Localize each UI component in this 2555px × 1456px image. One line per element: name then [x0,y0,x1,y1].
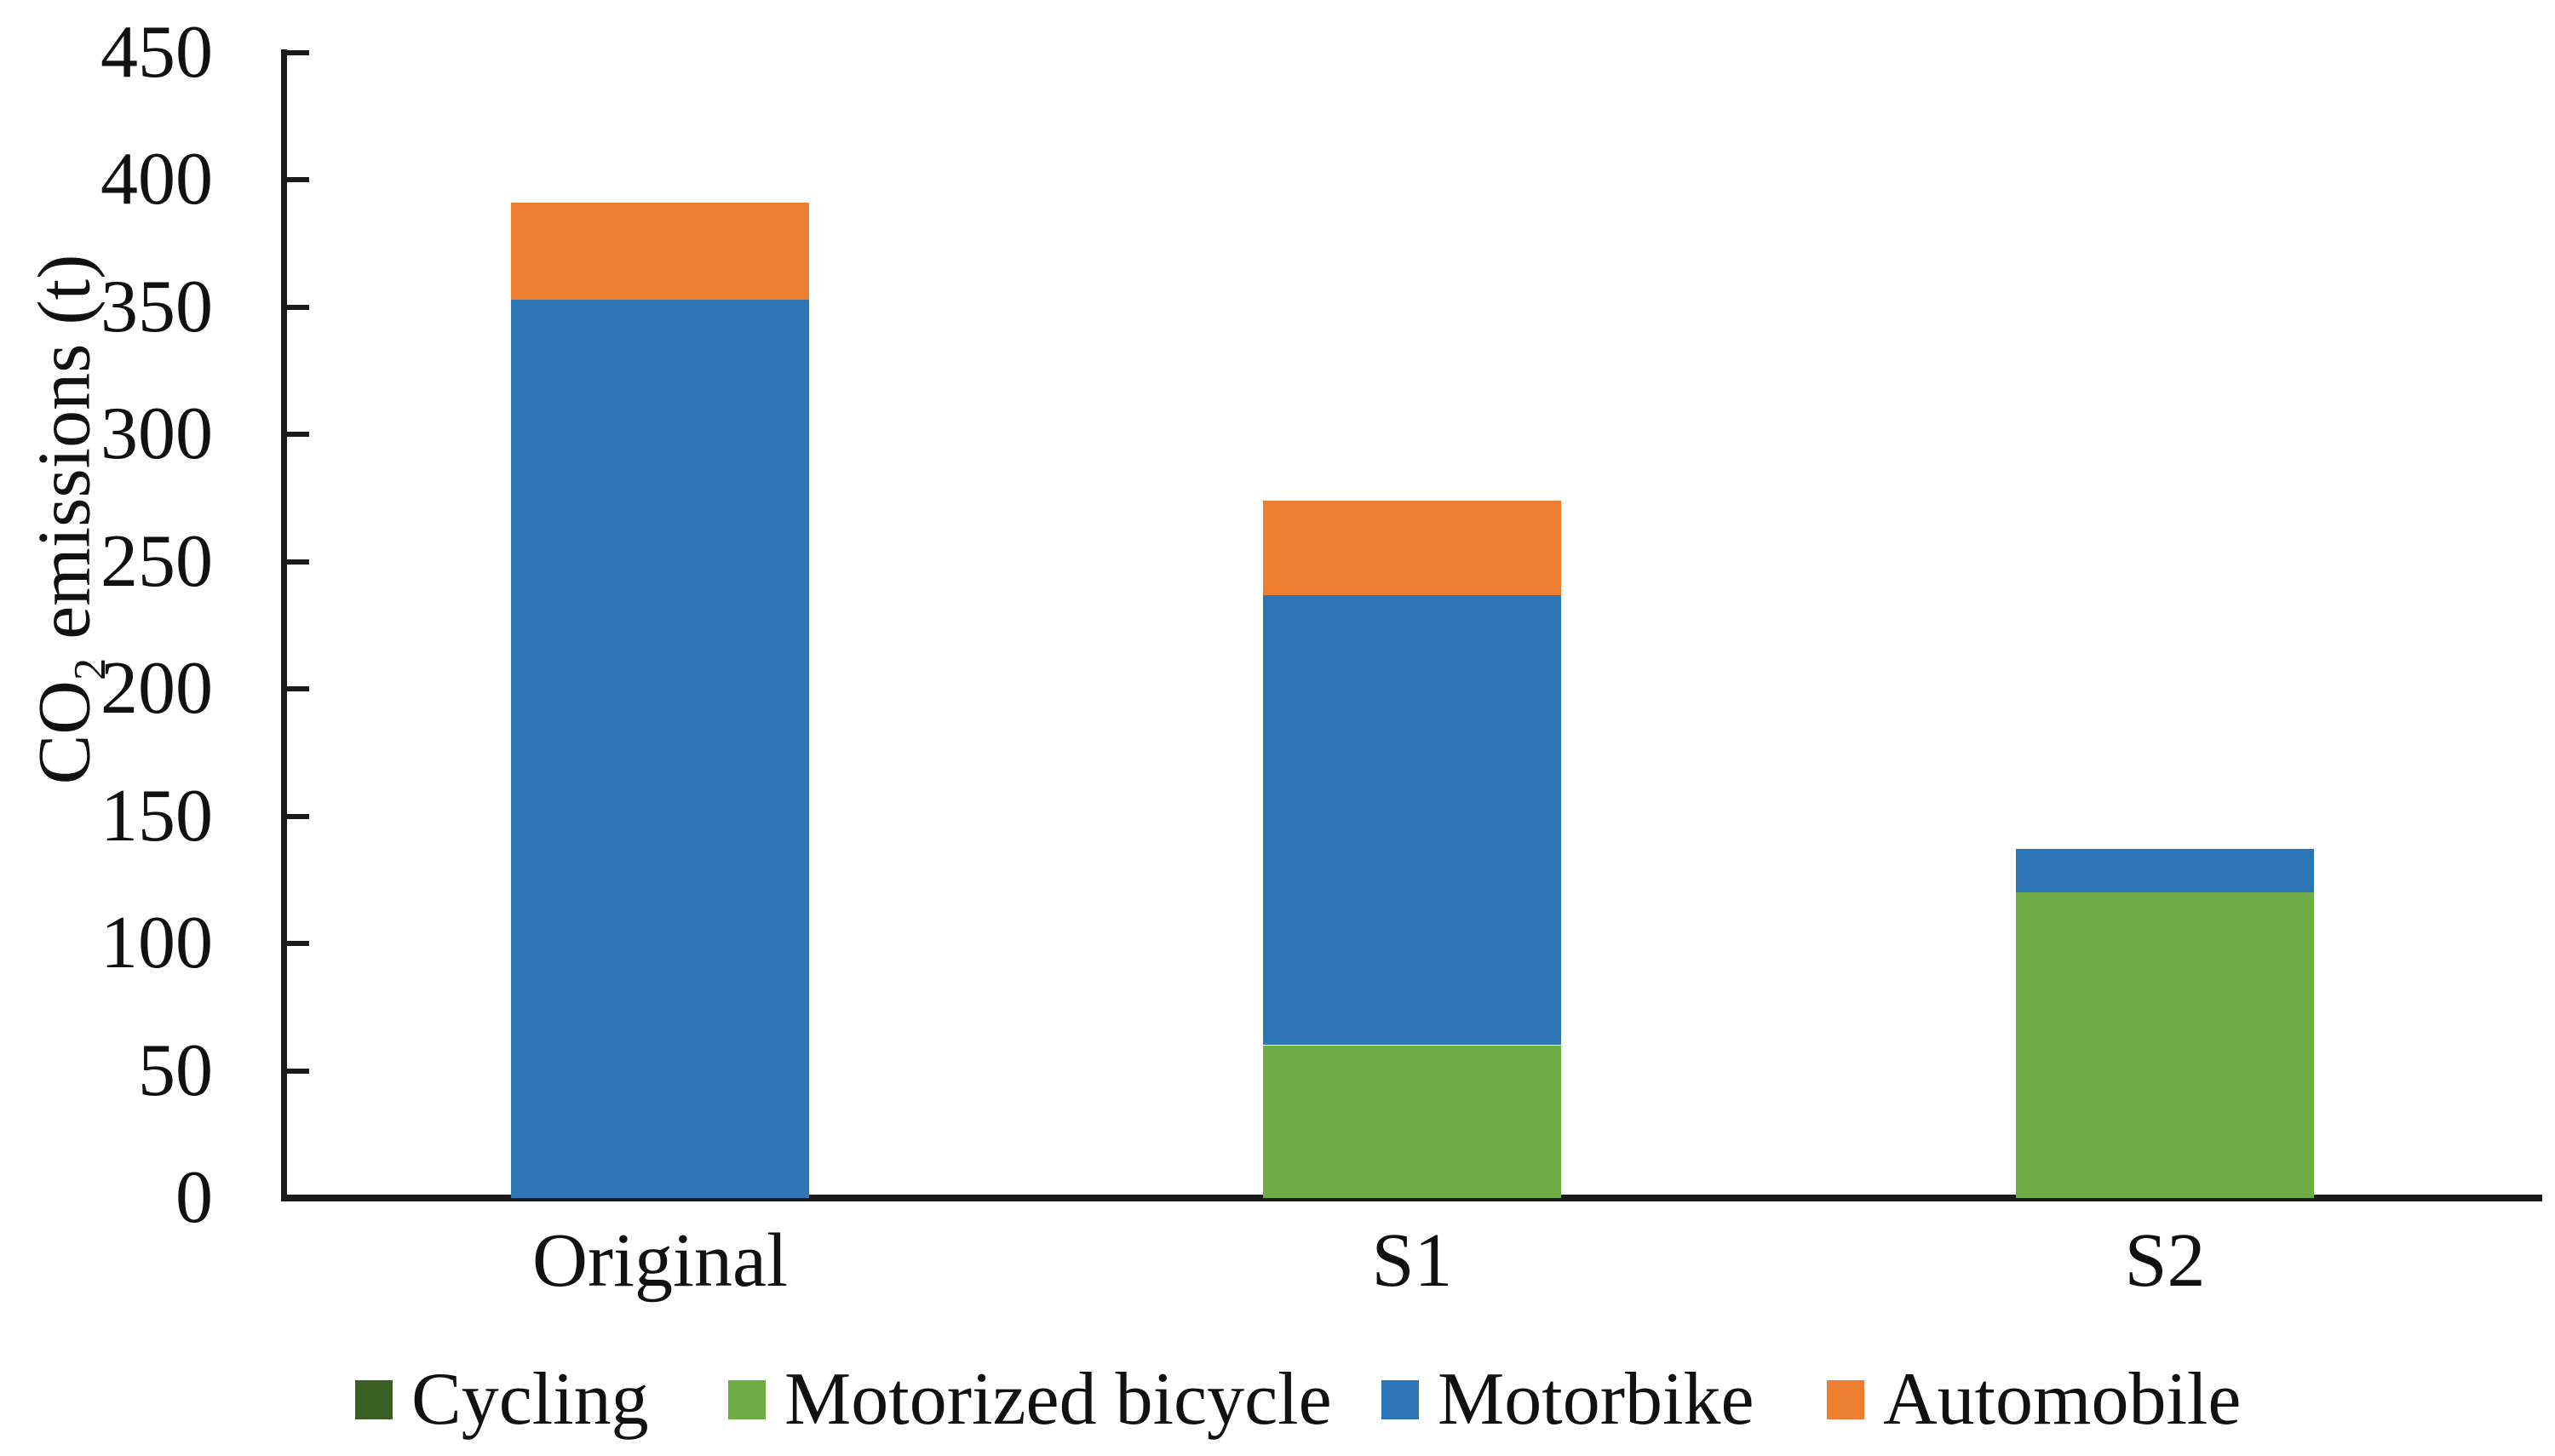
y-tick-mark [287,814,309,819]
legend-label: Automobile [1883,1358,2242,1441]
legend-swatch-icon [728,1380,766,1419]
legend-swatch-icon [1827,1380,1864,1419]
y-tick-label: 450 [100,11,213,94]
y-tick-label: 50 [138,1029,213,1112]
y-tick-mark [287,559,309,565]
legend-label: Motorized bicycle [784,1358,1332,1441]
y-tick-label: 0 [175,1156,213,1239]
x-category-label-s2: S2 [2124,1218,2206,1303]
legend-label: Cycling [411,1358,649,1441]
y-tick-mark [287,941,309,946]
y-tick-mark [287,686,309,691]
bar-segment-motorbike-s1 [1263,594,1561,1045]
x-axis-line [281,1195,2542,1201]
y-tick-mark [287,305,309,310]
bar-segment-motorbike-s2 [2016,849,2314,892]
bar-segment-motorized-bicycle-s1 [1263,1046,1561,1198]
y-tick-mark [287,177,309,182]
bar-segment-motorized-bicycle-s2 [2016,892,2314,1198]
y-tick-label: 200 [100,647,213,730]
y-tick-label: 350 [100,266,213,348]
legend-swatch-icon [1381,1380,1419,1419]
y-tick-label: 300 [100,393,213,475]
bar-segment-automobile-original [511,203,809,300]
y-tick-label: 400 [100,138,213,221]
y-tick-label: 150 [100,775,213,857]
y-tick-mark [287,50,309,55]
bar-segment-automobile-s1 [1263,501,1561,595]
x-category-label-original: Original [532,1218,788,1303]
bar-segment-motorbike-original [511,300,809,1198]
legend-label: Motorbike [1438,1358,1754,1441]
y-tick-mark [287,432,309,437]
y-axis-line [281,49,287,1201]
x-category-label-s1: S1 [1371,1218,1453,1303]
y-tick-label: 250 [100,520,213,603]
y-tick-mark [287,1069,309,1074]
y-tick-label: 100 [100,902,213,984]
legend-swatch-icon [355,1380,393,1419]
